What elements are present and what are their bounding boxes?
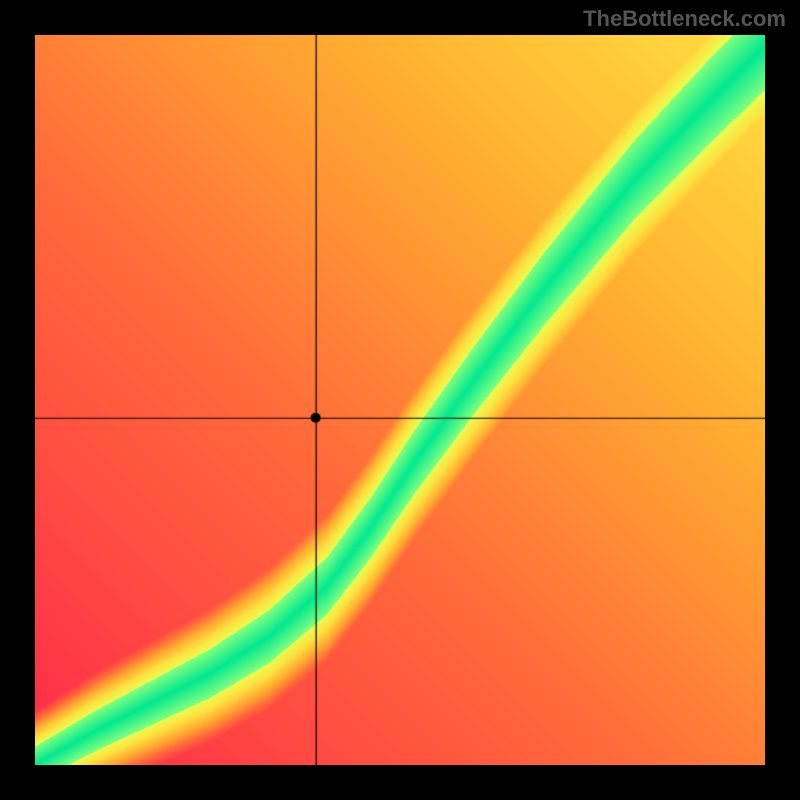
chart-container: TheBottleneck.com xyxy=(0,0,800,800)
watermark-text: TheBottleneck.com xyxy=(583,6,786,32)
heatmap-canvas xyxy=(35,35,765,765)
plot-area xyxy=(35,35,765,765)
